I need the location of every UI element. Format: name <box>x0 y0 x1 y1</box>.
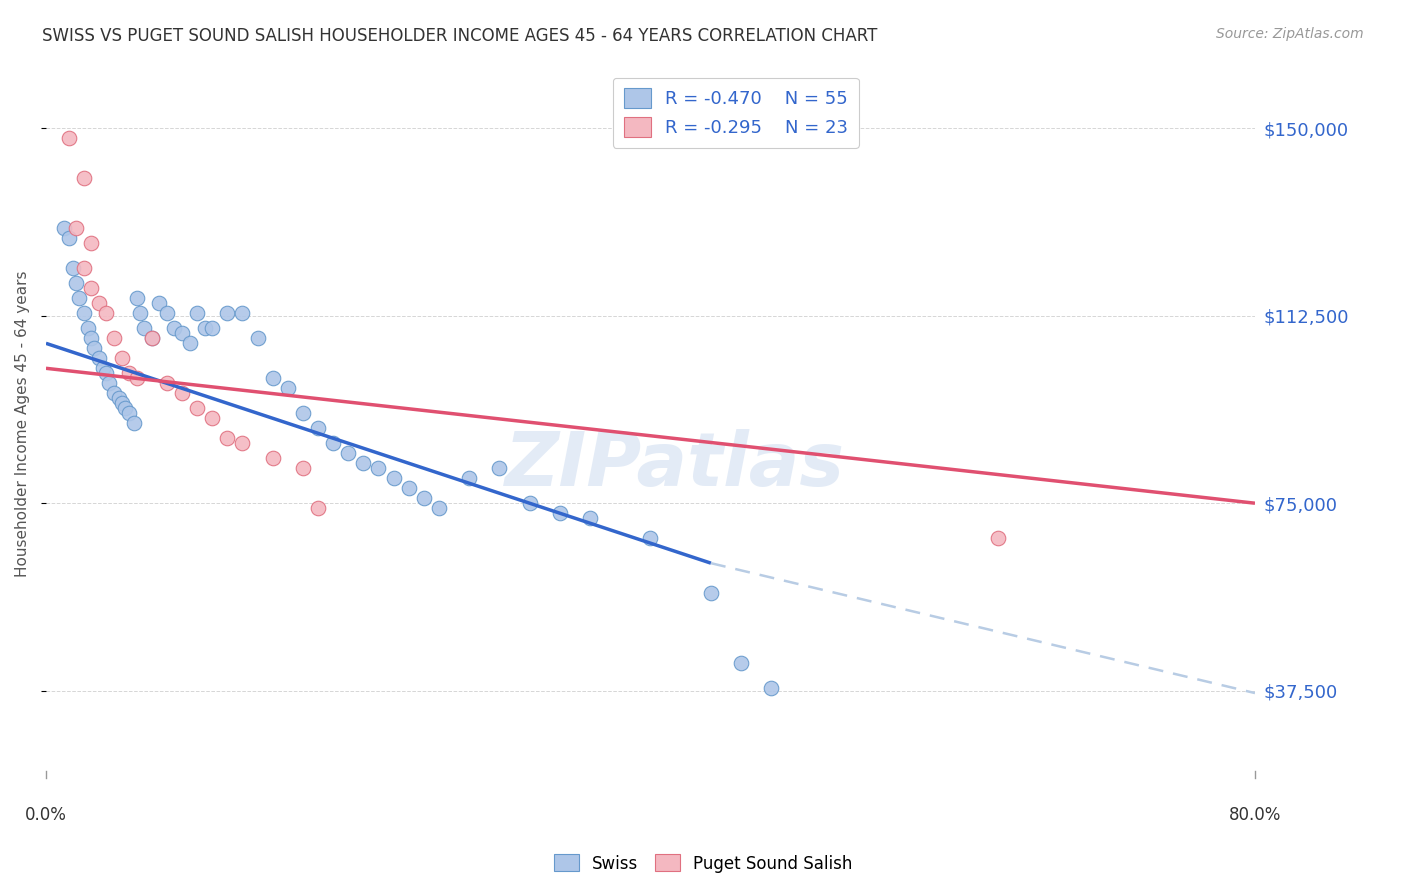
Point <box>458 471 481 485</box>
Point <box>307 421 329 435</box>
Point <box>110 351 132 366</box>
Point <box>114 401 136 416</box>
Point <box>80 331 103 345</box>
Point <box>382 471 405 485</box>
Point <box>179 336 201 351</box>
Point <box>579 511 602 525</box>
Point <box>194 321 217 335</box>
Point <box>134 321 156 335</box>
Point <box>170 386 193 401</box>
Point <box>73 261 96 276</box>
Point <box>77 321 100 335</box>
Point <box>262 451 284 466</box>
Point <box>141 331 163 345</box>
Point <box>103 331 125 345</box>
Point <box>73 306 96 320</box>
Point <box>291 406 314 420</box>
Point <box>262 371 284 385</box>
Point <box>427 501 450 516</box>
Point <box>96 366 118 380</box>
Point <box>87 351 110 366</box>
Point <box>141 331 163 345</box>
Point <box>519 496 541 510</box>
Point <box>148 296 170 310</box>
Point <box>730 656 752 670</box>
Point <box>67 291 90 305</box>
Point <box>83 341 105 355</box>
Point <box>488 461 510 475</box>
Point <box>987 531 1010 545</box>
Point <box>700 586 723 600</box>
Point <box>128 306 150 320</box>
Point <box>277 381 299 395</box>
Point <box>201 321 224 335</box>
Point <box>80 281 103 295</box>
Point <box>291 461 314 475</box>
Y-axis label: Householder Income Ages 45 - 64 years: Householder Income Ages 45 - 64 years <box>15 270 30 576</box>
Point <box>231 436 253 450</box>
Point <box>163 321 186 335</box>
Point <box>640 531 662 545</box>
Point <box>125 291 148 305</box>
Point <box>156 306 179 320</box>
Text: 0.0%: 0.0% <box>25 806 67 824</box>
Point <box>93 361 115 376</box>
Legend: R = -0.470    N = 55, R = -0.295    N = 23: R = -0.470 N = 55, R = -0.295 N = 23 <box>613 78 859 148</box>
Text: ZIPatlas: ZIPatlas <box>505 429 845 502</box>
Point <box>352 456 374 470</box>
Point <box>246 331 269 345</box>
Point <box>87 296 110 310</box>
Point <box>110 396 132 410</box>
Point <box>156 376 179 391</box>
Point <box>548 506 571 520</box>
Point <box>73 171 96 186</box>
Point <box>398 481 420 495</box>
Point <box>98 376 121 391</box>
Point <box>412 491 434 506</box>
Point <box>186 401 208 416</box>
Text: 80.0%: 80.0% <box>1229 806 1281 824</box>
Point <box>96 306 118 320</box>
Point <box>103 386 125 401</box>
Point <box>58 131 80 145</box>
Point <box>170 326 193 341</box>
Point <box>367 461 389 475</box>
Point <box>217 306 239 320</box>
Point <box>58 231 80 245</box>
Point <box>231 306 253 320</box>
Legend: Swiss, Puget Sound Salish: Swiss, Puget Sound Salish <box>547 847 859 880</box>
Point <box>118 406 141 420</box>
Point <box>53 221 76 235</box>
Point <box>118 366 141 380</box>
Text: SWISS VS PUGET SOUND SALISH HOUSEHOLDER INCOME AGES 45 - 64 YEARS CORRELATION CH: SWISS VS PUGET SOUND SALISH HOUSEHOLDER … <box>42 27 877 45</box>
Point <box>201 411 224 425</box>
Point <box>307 501 329 516</box>
Point <box>761 681 783 695</box>
Point <box>62 261 84 276</box>
Point <box>322 436 344 450</box>
Point <box>65 277 87 291</box>
Text: Source: ZipAtlas.com: Source: ZipAtlas.com <box>1216 27 1364 41</box>
Point <box>65 221 87 235</box>
Point <box>125 371 148 385</box>
Point <box>337 446 360 460</box>
Point <box>217 431 239 445</box>
Point <box>122 417 145 431</box>
Point <box>107 392 129 406</box>
Point <box>80 236 103 251</box>
Point <box>186 306 208 320</box>
